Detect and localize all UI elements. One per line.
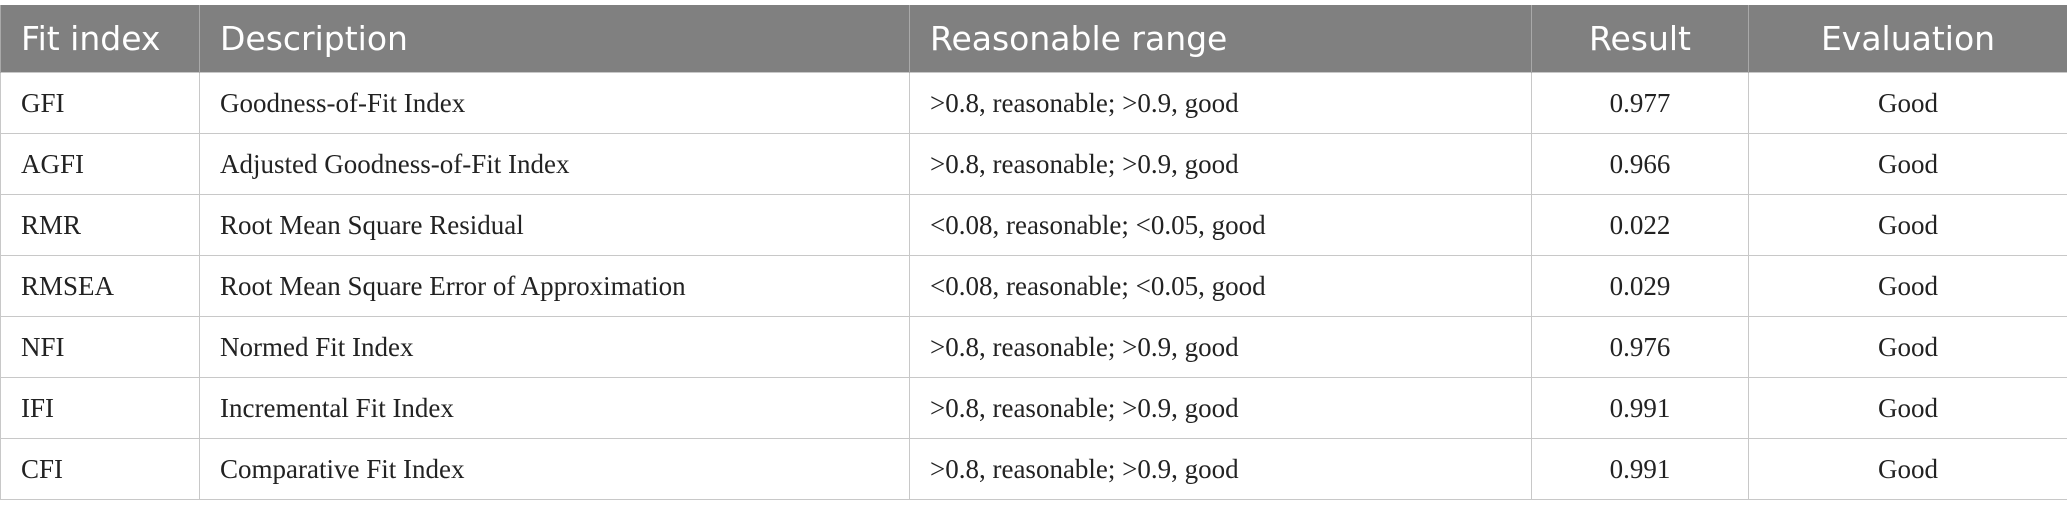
cell-reasonable-range: >0.8, reasonable; >0.9, good: [909, 377, 1532, 439]
header-row: Fit index Description Reasonable range R…: [0, 5, 2067, 73]
table-row: AGFI Adjusted Goodness-of-Fit Index >0.8…: [0, 133, 2067, 195]
header-description: Description: [199, 5, 910, 73]
cell-reasonable-range: >0.8, reasonable; >0.9, good: [909, 133, 1532, 195]
cell-reasonable-range: >0.8, reasonable; >0.9, good: [909, 438, 1532, 500]
cell-fit-index: IFI: [0, 377, 200, 439]
header-fit-index: Fit index: [0, 5, 200, 73]
cell-description: Root Mean Square Residual: [199, 194, 910, 256]
cell-result: 0.991: [1531, 438, 1749, 500]
fit-index-table: Fit index Description Reasonable range R…: [0, 5, 2067, 500]
cell-evaluation: Good: [1748, 194, 2067, 256]
table-header: Fit index Description Reasonable range R…: [0, 5, 2067, 73]
header-reasonable-range: Reasonable range: [909, 5, 1532, 73]
cell-result: 0.022: [1531, 194, 1749, 256]
cell-result: 0.976: [1531, 316, 1749, 378]
cell-evaluation: Good: [1748, 133, 2067, 195]
cell-fit-index: AGFI: [0, 133, 200, 195]
cell-evaluation: Good: [1748, 438, 2067, 500]
header-evaluation: Evaluation: [1748, 5, 2067, 73]
cell-fit-index: NFI: [0, 316, 200, 378]
cell-description: Goodness-of-Fit Index: [199, 72, 910, 134]
cell-description: Comparative Fit Index: [199, 438, 910, 500]
cell-evaluation: Good: [1748, 316, 2067, 378]
cell-description: Normed Fit Index: [199, 316, 910, 378]
cell-description: Root Mean Square Error of Approximation: [199, 255, 910, 317]
cell-fit-index: CFI: [0, 438, 200, 500]
cell-result: 0.029: [1531, 255, 1749, 317]
cell-reasonable-range: >0.8, reasonable; >0.9, good: [909, 316, 1532, 378]
cell-result: 0.966: [1531, 133, 1749, 195]
table-row: IFI Incremental Fit Index >0.8, reasonab…: [0, 377, 2067, 439]
cell-result: 0.977: [1531, 72, 1749, 134]
cell-description: Adjusted Goodness-of-Fit Index: [199, 133, 910, 195]
table-row: RMSEA Root Mean Square Error of Approxim…: [0, 255, 2067, 317]
header-result: Result: [1531, 5, 1749, 73]
cell-reasonable-range: >0.8, reasonable; >0.9, good: [909, 72, 1532, 134]
table-body: GFI Goodness-of-Fit Index >0.8, reasonab…: [0, 72, 2067, 500]
cell-fit-index: GFI: [0, 72, 200, 134]
cell-fit-index: RMR: [0, 194, 200, 256]
cell-fit-index: RMSEA: [0, 255, 200, 317]
table-row: GFI Goodness-of-Fit Index >0.8, reasonab…: [0, 72, 2067, 134]
table-row: RMR Root Mean Square Residual <0.08, rea…: [0, 194, 2067, 256]
cell-reasonable-range: <0.08, reasonable; <0.05, good: [909, 255, 1532, 317]
cell-result: 0.991: [1531, 377, 1749, 439]
table-row: NFI Normed Fit Index >0.8, reasonable; >…: [0, 316, 2067, 378]
cell-evaluation: Good: [1748, 255, 2067, 317]
cell-reasonable-range: <0.08, reasonable; <0.05, good: [909, 194, 1532, 256]
fit-index-table-container: Fit index Description Reasonable range R…: [0, 5, 2067, 500]
cell-description: Incremental Fit Index: [199, 377, 910, 439]
cell-evaluation: Good: [1748, 72, 2067, 134]
cell-evaluation: Good: [1748, 377, 2067, 439]
table-row: CFI Comparative Fit Index >0.8, reasonab…: [0, 438, 2067, 500]
